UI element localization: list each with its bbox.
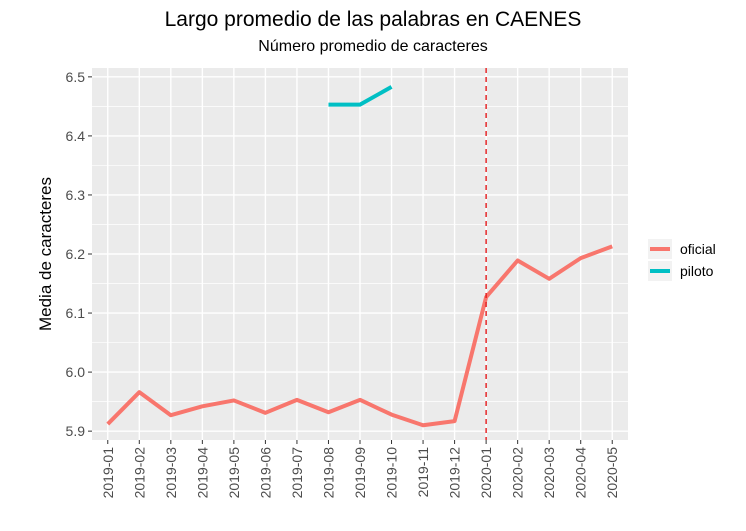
chart-title: Largo promedio de las palabras en CAENES bbox=[164, 8, 582, 31]
x-tick-label: 2019-08 bbox=[320, 447, 336, 499]
x-tick-label: 2019-05 bbox=[226, 447, 242, 499]
x-tick-label: 2019-10 bbox=[384, 447, 400, 499]
y-tick-label: 6.4 bbox=[66, 128, 86, 144]
x-tick-label: 2020-01 bbox=[478, 447, 494, 499]
legend-label-oficial: oficial bbox=[680, 241, 716, 257]
legend-key-oficial bbox=[648, 239, 672, 259]
y-tick-label: 6.0 bbox=[66, 364, 86, 380]
series-line-oficial bbox=[106, 244, 613, 428]
legend-key-piloto bbox=[648, 261, 672, 281]
legend-item-oficial: oficial bbox=[648, 238, 716, 260]
x-tick-label: 2019-04 bbox=[194, 447, 210, 499]
x-tick-label: 2019-01 bbox=[100, 447, 116, 499]
series-line-piloto bbox=[328, 85, 393, 107]
x-tick-label: 2020-02 bbox=[510, 447, 526, 499]
x-tick-label: 2019-09 bbox=[352, 447, 368, 499]
x-tick-label: 2020-05 bbox=[604, 447, 620, 499]
legend: oficial piloto bbox=[648, 238, 716, 282]
x-tick-label: 2019-12 bbox=[447, 447, 463, 499]
y-axis-title: Media de caracteres bbox=[36, 177, 55, 331]
y-tick-label: 6.5 bbox=[66, 69, 86, 85]
x-tick-label: 2019-11 bbox=[415, 447, 431, 498]
legend-item-piloto: piloto bbox=[648, 260, 716, 282]
chart-subtitle: Número promedio de caracteres bbox=[258, 38, 488, 55]
x-tick-label: 2020-03 bbox=[541, 447, 557, 499]
y-tick-label: 6.1 bbox=[66, 305, 86, 321]
y-tick-label: 6.2 bbox=[66, 246, 86, 262]
y-tick-label: 6.3 bbox=[66, 187, 86, 203]
x-tick-label: 2019-02 bbox=[131, 447, 147, 499]
x-tick-label: 2019-03 bbox=[163, 447, 179, 499]
x-tick-label: 2020-04 bbox=[573, 447, 589, 499]
legend-label-piloto: piloto bbox=[680, 263, 714, 279]
x-tick-label: 2019-07 bbox=[289, 447, 305, 499]
y-tick-label: 5.9 bbox=[66, 423, 86, 439]
x-tick-label: 2019-06 bbox=[257, 447, 273, 499]
